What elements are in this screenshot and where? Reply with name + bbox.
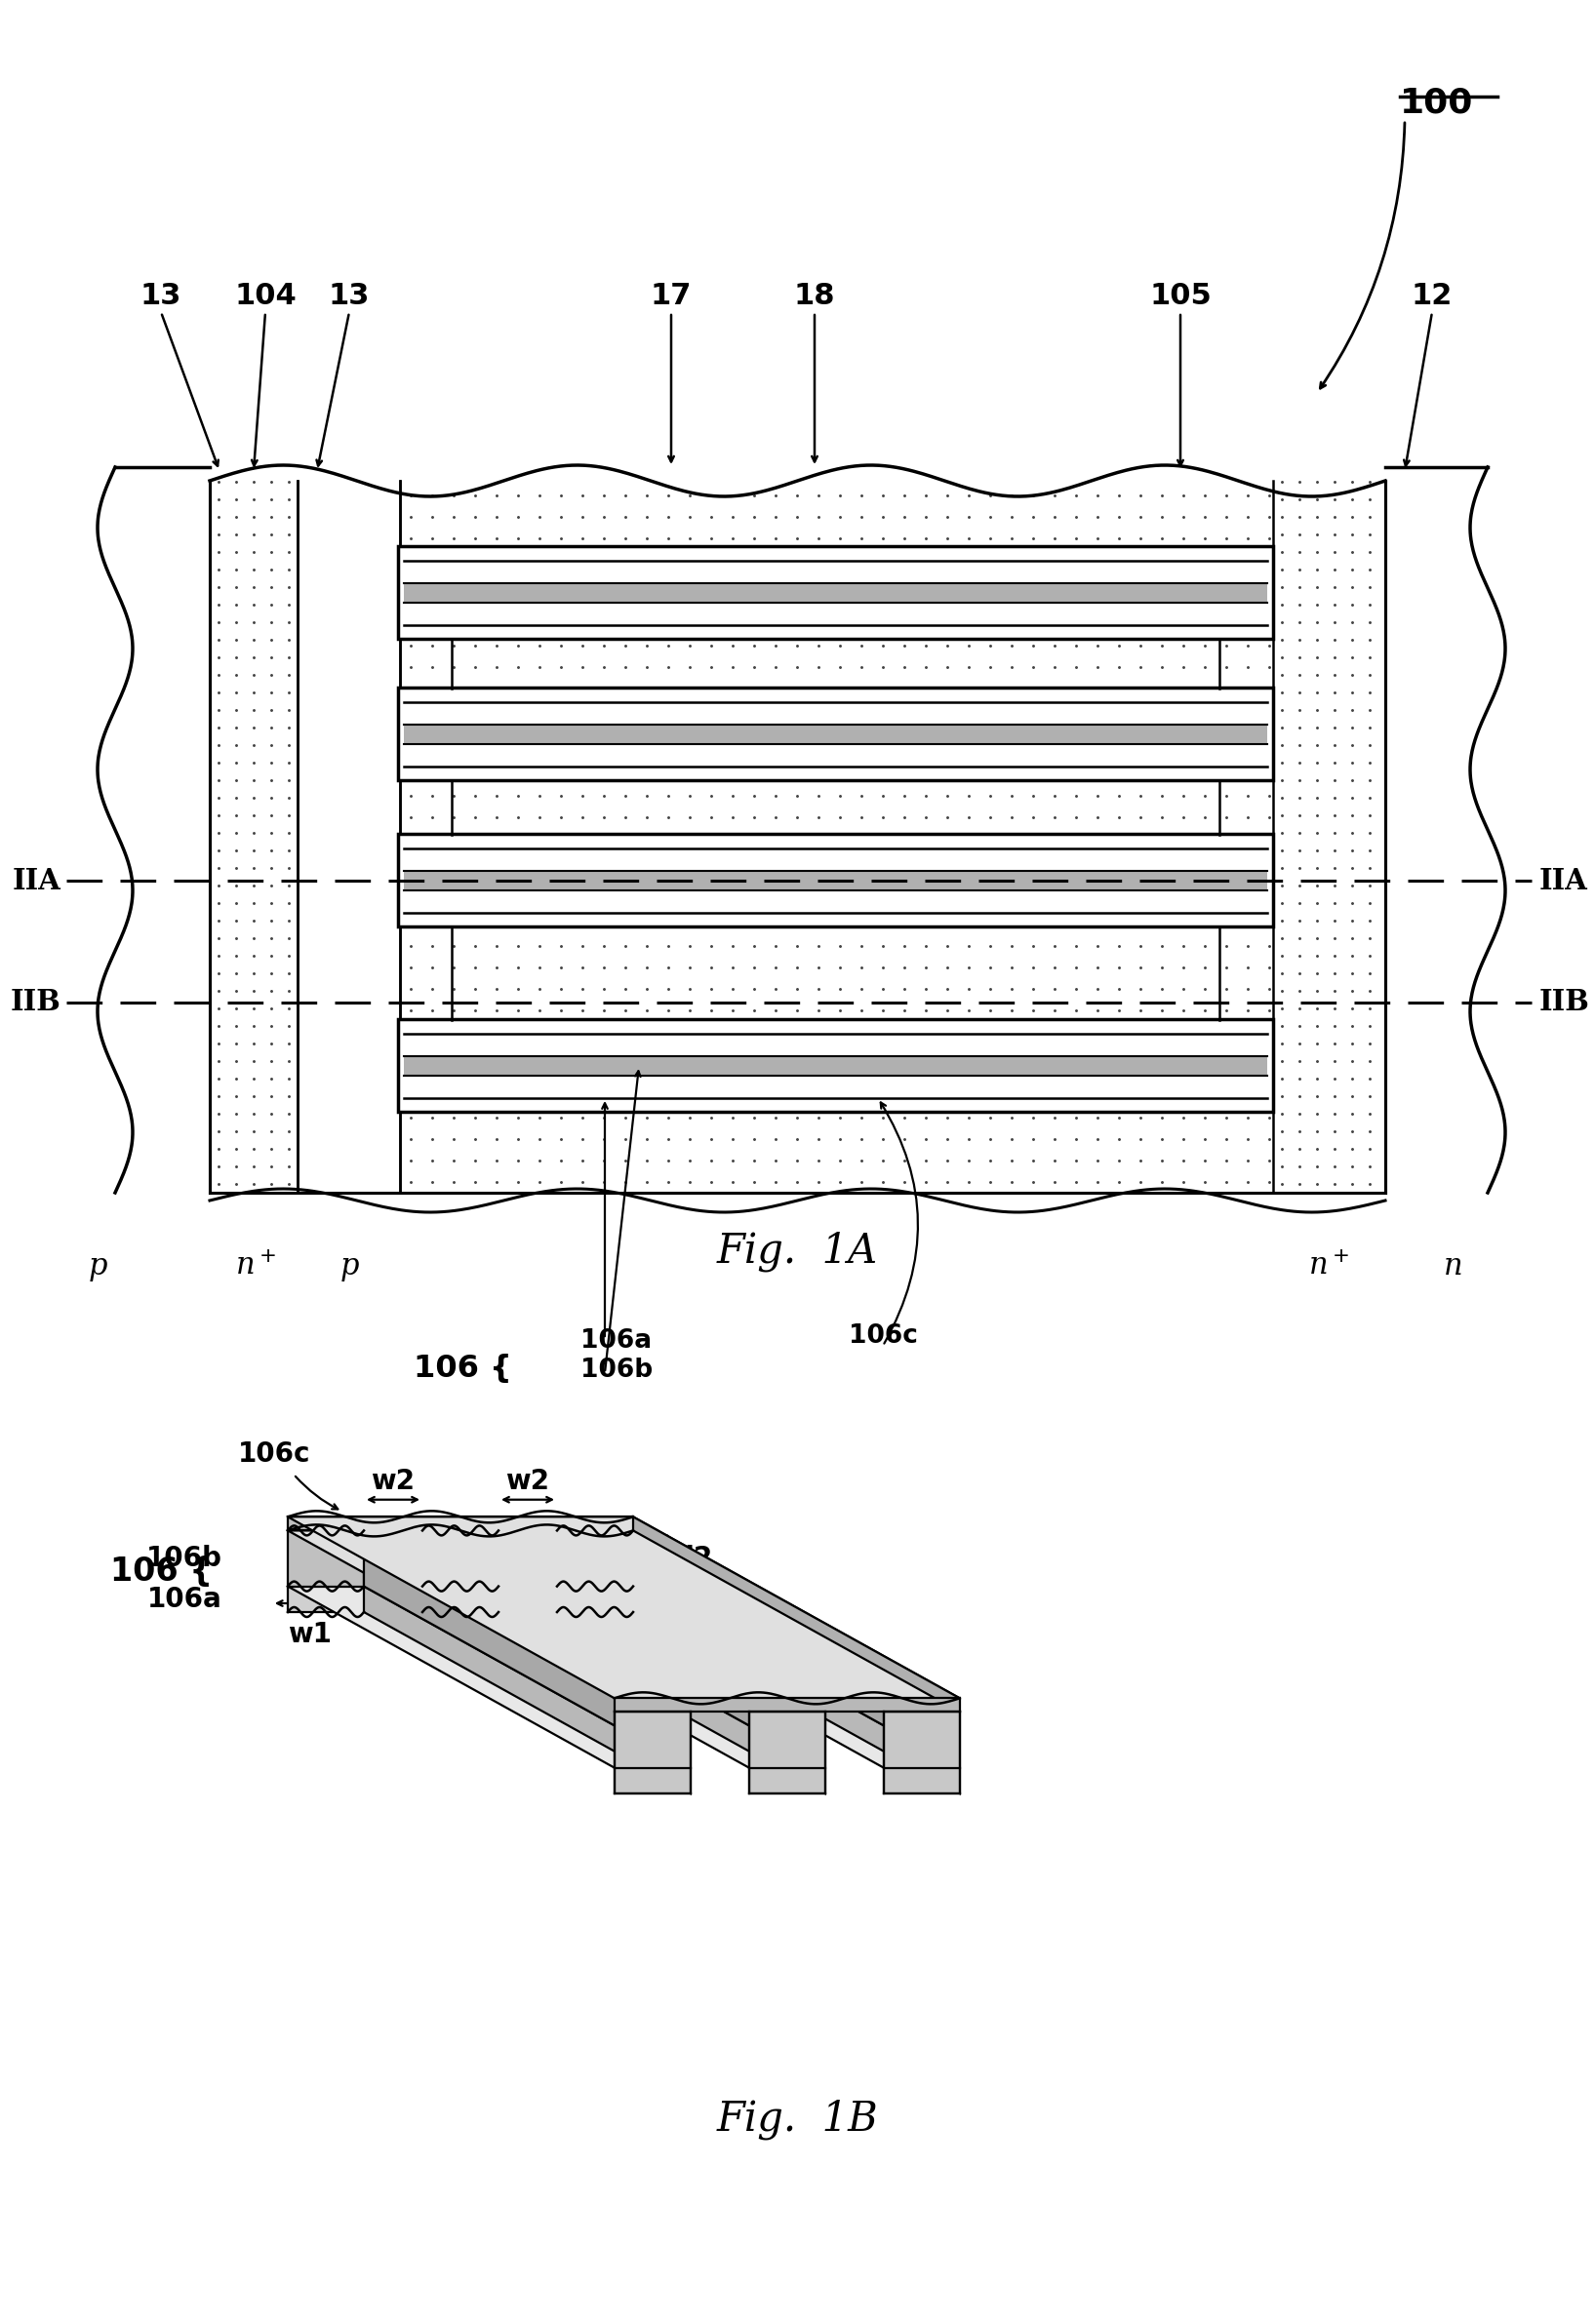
Text: Fig.  1B: Fig. 1B — [716, 2099, 877, 2140]
Bar — [298, 481, 400, 1192]
Bar — [404, 725, 1266, 744]
Bar — [404, 1055, 1266, 1076]
Polygon shape — [287, 1518, 633, 1532]
Text: 106c: 106c — [238, 1441, 311, 1466]
Bar — [86, 481, 209, 1192]
Polygon shape — [423, 1587, 825, 1769]
Text: 18: 18 — [794, 281, 836, 309]
Text: 106a: 106a — [581, 1329, 652, 1353]
Polygon shape — [614, 1699, 960, 1713]
Bar — [399, 1020, 1273, 1111]
Bar — [399, 688, 1273, 781]
Bar — [399, 834, 1273, 927]
Text: w1: w1 — [289, 1620, 332, 1648]
Text: 13: 13 — [140, 281, 182, 309]
Polygon shape — [287, 1518, 960, 1699]
Polygon shape — [633, 1518, 960, 1713]
Text: d2: d2 — [675, 1545, 713, 1571]
Polygon shape — [499, 1532, 825, 1769]
Text: w2: w2 — [506, 1466, 550, 1494]
Text: p: p — [88, 1250, 107, 1281]
Polygon shape — [423, 1587, 499, 1613]
Text: 17: 17 — [651, 281, 692, 309]
Polygon shape — [423, 1532, 499, 1587]
Polygon shape — [557, 1587, 633, 1613]
Text: w2: w2 — [372, 1466, 415, 1494]
Polygon shape — [287, 1587, 364, 1613]
Polygon shape — [287, 1587, 691, 1769]
Polygon shape — [633, 1587, 960, 1794]
Polygon shape — [423, 1532, 825, 1713]
Text: 106b: 106b — [581, 1357, 652, 1383]
Polygon shape — [633, 1532, 960, 1769]
Polygon shape — [557, 1532, 633, 1587]
Text: n$^+$: n$^+$ — [234, 1250, 276, 1281]
Polygon shape — [287, 1532, 691, 1713]
Text: d1: d1 — [659, 1557, 697, 1585]
Text: IIA: IIA — [11, 867, 61, 895]
Bar — [1386, 481, 1517, 1192]
Text: IIA: IIA — [1539, 867, 1589, 895]
Text: 100: 100 — [1400, 86, 1474, 119]
Text: 106c: 106c — [849, 1322, 917, 1348]
Bar — [399, 834, 1273, 927]
Bar — [404, 583, 1266, 602]
Text: Fig.  1A: Fig. 1A — [716, 1232, 877, 1271]
Bar — [399, 1020, 1273, 1111]
Text: 105: 105 — [1150, 281, 1212, 309]
Text: 106 {: 106 { — [110, 1555, 212, 1587]
Polygon shape — [557, 1587, 960, 1769]
Text: p: p — [340, 1250, 359, 1281]
Bar — [399, 546, 1273, 639]
Text: 106 {: 106 { — [413, 1353, 512, 1383]
Text: 106a: 106a — [148, 1585, 222, 1613]
Bar — [399, 688, 1273, 781]
Bar — [404, 872, 1266, 890]
Text: 13: 13 — [329, 281, 370, 309]
Text: IIB: IIB — [1539, 988, 1590, 1016]
Text: 106b: 106b — [147, 1545, 222, 1571]
Bar — [399, 546, 1273, 639]
Polygon shape — [614, 1713, 691, 1794]
Polygon shape — [364, 1587, 691, 1794]
Text: n: n — [1443, 1250, 1463, 1281]
Polygon shape — [499, 1587, 825, 1794]
Polygon shape — [364, 1532, 691, 1769]
Text: 12: 12 — [1412, 281, 1453, 309]
Text: n$^+$: n$^+$ — [1308, 1250, 1349, 1281]
Text: 104: 104 — [234, 281, 297, 309]
Polygon shape — [557, 1532, 960, 1713]
Polygon shape — [884, 1713, 960, 1794]
Polygon shape — [750, 1713, 825, 1794]
Text: IIB: IIB — [10, 988, 61, 1016]
Polygon shape — [287, 1532, 364, 1587]
